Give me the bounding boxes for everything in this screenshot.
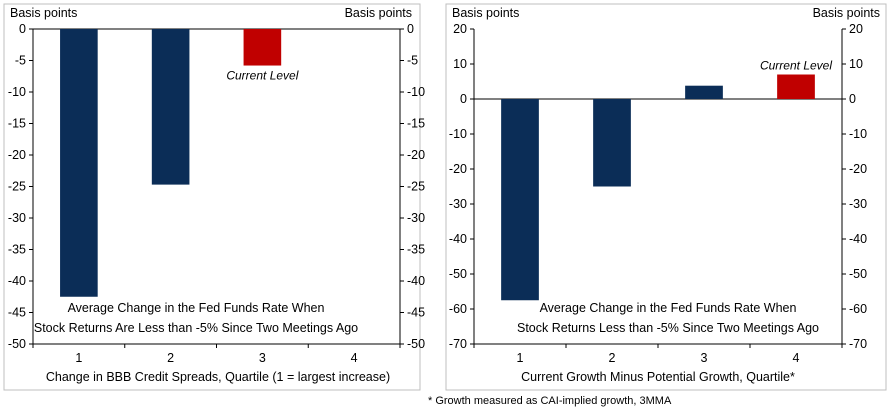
chart-note-line: Stock Returns Less than -5% Since Two Me… xyxy=(517,321,819,335)
right-y-tick-label: -10 xyxy=(407,85,425,99)
bar-1 xyxy=(60,29,98,297)
footnote: * Growth measured as CAI-implied growth,… xyxy=(428,395,672,407)
chart-note-line: Average Change in the Fed Funds Rate Whe… xyxy=(540,301,797,315)
right-y-tick-label: -30 xyxy=(849,197,867,211)
right-y-tick-label: -40 xyxy=(849,232,867,246)
right-chart: Basis points Basis points 20 20 10 10 0 0 -10 -10… xyxy=(445,3,887,391)
current-level-annotation: Current Level xyxy=(226,69,298,83)
x-tick-label: 3 xyxy=(701,351,708,365)
left-y-tick-label: 10 xyxy=(453,57,467,71)
bar-2 xyxy=(593,99,631,187)
left-y-tick-label: -40 xyxy=(8,274,26,288)
right-y-tick-label: 0 xyxy=(849,92,856,106)
left-y-tick-label: -20 xyxy=(8,148,26,162)
right-y-tick-label: -50 xyxy=(407,337,425,351)
left-y-tick-label: 0 xyxy=(19,22,26,36)
left-y-tick-label: -70 xyxy=(449,337,467,351)
left-y-tick-label: -60 xyxy=(449,302,467,316)
left-y-tick-label: -25 xyxy=(8,180,26,194)
left-y-tick-label: 0 xyxy=(460,92,467,106)
bar-2 xyxy=(151,29,190,185)
left-y-tick-label: -15 xyxy=(8,117,26,131)
right-y-tick-label: 20 xyxy=(849,22,863,36)
panel-border xyxy=(3,3,421,391)
right-y-tick-label: -50 xyxy=(849,267,867,281)
panel-border xyxy=(445,3,887,391)
x-tick-label: 2 xyxy=(167,351,174,365)
right-y-tick-label: -20 xyxy=(407,148,425,162)
left-chart: Basis points Basis points 0 0 -5 -5 -10 -10 -15 -… xyxy=(3,3,425,391)
left-y-tick-label: -50 xyxy=(8,337,26,351)
x-tick-label: 4 xyxy=(351,351,358,365)
right-y-tick-label: -60 xyxy=(849,302,867,316)
right-y-tick-label: 0 xyxy=(407,22,414,36)
right-y-tick-label: -5 xyxy=(407,54,418,68)
right-y-tick-label: -10 xyxy=(849,127,867,141)
right-y-axis-label: Basis points xyxy=(813,6,880,20)
left-y-tick-label: -30 xyxy=(8,211,26,225)
x-axis-title: Change in BBB Credit Spreads, Quartile (… xyxy=(46,370,390,384)
current-level-annotation: Current Level xyxy=(760,59,832,73)
left-y-tick-label: -10 xyxy=(8,85,26,99)
left-y-axis-label: Basis points xyxy=(452,6,519,20)
right-y-tick-label: -40 xyxy=(407,274,425,288)
left-y-tick-label: -50 xyxy=(449,267,467,281)
bar-4 xyxy=(777,74,815,99)
right-y-tick-label: -25 xyxy=(407,180,425,194)
right-y-tick-label: 10 xyxy=(849,57,863,71)
left-y-tick-label: -35 xyxy=(8,243,26,257)
x-axis-title: Current Growth Minus Potential Growth, Q… xyxy=(521,370,795,384)
bar-3 xyxy=(685,85,723,99)
bar-3 xyxy=(243,29,282,66)
right-y-tick-label: -30 xyxy=(407,211,425,225)
right-y-tick-label: -70 xyxy=(849,337,867,351)
right-y-tick-label: -15 xyxy=(407,117,425,131)
left-y-tick-label: -45 xyxy=(8,306,26,320)
right-y-tick-label: -45 xyxy=(407,306,425,320)
left-y-axis-label: Basis points xyxy=(10,6,77,20)
x-tick-label: 4 xyxy=(793,351,800,365)
left-y-tick-label: -30 xyxy=(449,197,467,211)
chart-note-line: Average Change in the Fed Funds Rate Whe… xyxy=(68,301,325,315)
left-y-tick-label: -20 xyxy=(449,162,467,176)
left-y-tick-label: -5 xyxy=(15,54,26,68)
left-y-tick-label: 20 xyxy=(453,22,467,36)
x-tick-label: 1 xyxy=(75,351,82,365)
x-tick-label: 2 xyxy=(609,351,616,365)
chart-note-line: Stock Returns Are Less than -5% Since Tw… xyxy=(34,321,358,335)
x-tick-label: 1 xyxy=(517,351,524,365)
right-y-axis-label: Basis points xyxy=(345,6,412,20)
bar-1 xyxy=(501,99,539,301)
left-y-tick-label: -10 xyxy=(449,127,467,141)
left-y-tick-label: -40 xyxy=(449,232,467,246)
x-tick-label: 3 xyxy=(259,351,266,365)
right-y-tick-label: -20 xyxy=(849,162,867,176)
right-y-tick-label: -35 xyxy=(407,243,425,257)
